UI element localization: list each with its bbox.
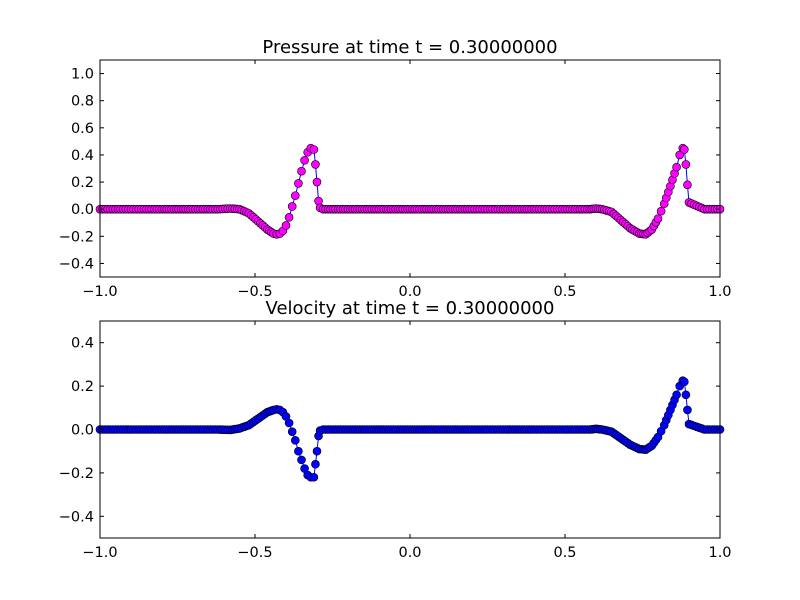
velocity-y-tick-label: 0.2 [71,379,94,395]
pressure-data-point [290,191,300,200]
velocity-data-point [294,446,303,456]
velocity-data-point [284,418,294,428]
pressure-data-point [311,160,320,169]
pressure-axes-frame [99,59,721,278]
pressure-data-point [680,145,689,154]
velocity-data-point [290,436,300,445]
pressure-y-tick-label: 1.0 [71,67,94,83]
pressure-data-point [287,202,297,211]
velocity-series [95,376,725,482]
pressure-data-point [309,145,319,154]
velocity-subplot: Velocity at time t = 0.30000000 −1.0 −0.5… [59,298,732,561]
pressure-data-point [300,156,309,165]
velocity-data-point [297,455,306,465]
pressure-data-point [297,166,306,176]
velocity-y-tick-label: −0.4 [59,509,94,525]
pressure-data-point [681,160,691,169]
pressure-data-point [653,214,663,223]
pressure-data-point [672,162,681,172]
pressure-x-tick-label: 0.0 [398,284,421,300]
velocity-title: Velocity at time t = 0.30000000 [266,298,555,319]
pressure-x-tick-label: 0.5 [553,284,576,300]
pressure-x-tick-label: −1.0 [82,284,117,300]
pressure-y-tick-label: −0.4 [59,256,94,272]
pressure-x-tick-label: 1.0 [708,284,731,300]
velocity-data-point [681,390,691,400]
velocity-data-point [311,459,320,469]
velocity-x-tick-label: 0.0 [398,545,421,561]
pressure-subplot: Pressure at time t = 0.30000000 −1.0 −0.5… [59,37,732,300]
pressure-series [95,143,725,239]
pressure-x-tick-label: −0.5 [237,284,272,300]
velocity-data-point [312,446,322,456]
pressure-ticks: −1.0 −0.5 0.0 0.5 1.0 −0.4 −0.2 0.0 0.2 0.4 0.6 0.8… [59,60,732,300]
pressure-data-point [656,206,666,216]
pressure-y-tick-label: −0.2 [59,229,94,245]
velocity-x-tick-label: −0.5 [237,545,272,561]
pressure-data-point [312,177,322,187]
pressure-y-tick-label: 0.6 [71,121,94,137]
velocity-y-tick-label: −0.2 [59,466,94,482]
velocity-data-point [287,427,297,436]
velocity-y-tick-label: 0.0 [71,423,94,439]
velocity-ticks: −1.0 −0.5 0.0 0.5 1.0 −0.4 −0.2 0.0 0.2 0.4 [59,321,732,561]
pressure-data-point [281,221,291,230]
pressure-title: Pressure at time t = 0.30000000 [262,37,557,58]
velocity-data-point [309,472,319,482]
velocity-y-tick-label: 0.4 [71,336,94,352]
pressure-data-point [294,179,303,188]
pressure-y-tick-label: 0.2 [71,175,94,191]
velocity-x-tick-label: 1.0 [708,545,731,561]
pressure-data-point [683,180,692,190]
pressure-data-point [284,213,294,222]
velocity-x-tick-label: 0.5 [553,545,576,561]
pressure-y-tick-label: 0.8 [71,94,94,110]
velocity-data-point [680,377,689,387]
velocity-data-point [672,390,681,400]
velocity-x-tick-label: −1.0 [82,545,117,561]
pressure-y-tick-label: 0.4 [71,148,94,164]
pressure-y-tick-label: 0.0 [71,202,94,218]
velocity-data-point [683,405,692,415]
